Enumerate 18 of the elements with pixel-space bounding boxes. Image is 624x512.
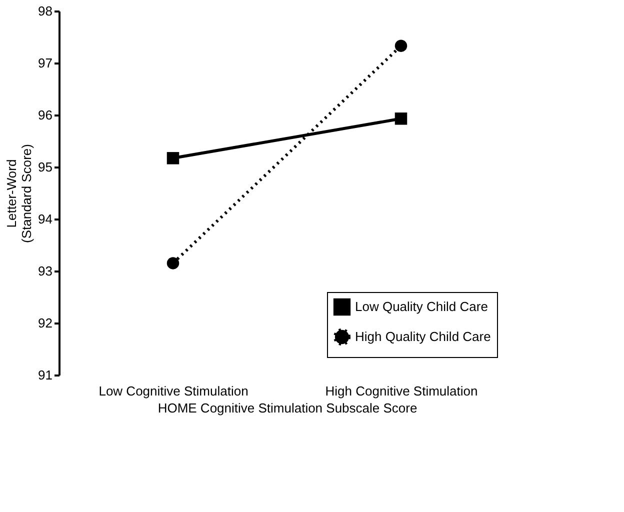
y-axis-title: Letter-Word (Standard Score) bbox=[4, 144, 34, 243]
x-tick-label: High Cognitive Stimulation bbox=[325, 384, 478, 398]
point bbox=[166, 152, 180, 164]
y-tick-label: 92 bbox=[38, 316, 52, 330]
x-axis-title: HOME Cognitive Stimulation Subscale Score bbox=[158, 400, 418, 416]
y-tick-label: 98 bbox=[38, 4, 52, 18]
y-tick-label: 94 bbox=[38, 212, 52, 226]
y-tick-label: 91 bbox=[38, 368, 52, 382]
legend-label: High Quality Child Care bbox=[355, 329, 491, 344]
point bbox=[394, 40, 408, 52]
legend-label: Low Quality Child Care bbox=[355, 299, 488, 314]
x-tick-label: Low Cognitive Stimulation bbox=[98, 384, 248, 398]
y-tick-label: 95 bbox=[38, 160, 52, 174]
y-tick-label: 97 bbox=[38, 56, 52, 70]
point bbox=[394, 112, 408, 125]
y-tick-label: 96 bbox=[38, 108, 52, 122]
point bbox=[166, 257, 180, 270]
y-tick-label: 93 bbox=[38, 264, 52, 278]
